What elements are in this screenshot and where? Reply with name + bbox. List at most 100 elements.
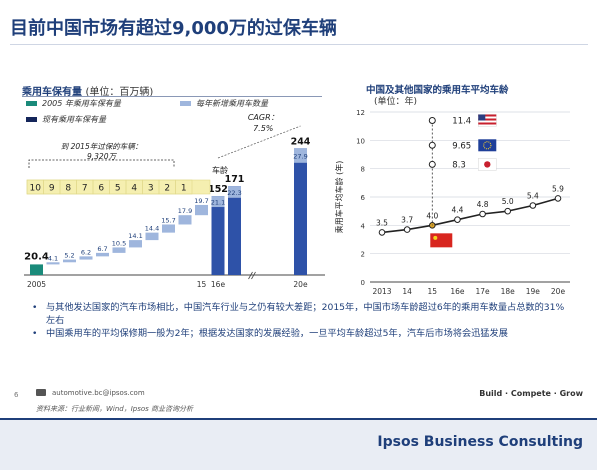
right-x-tick-label: 14 xyxy=(402,287,412,296)
increment-label: 14.1 xyxy=(128,232,142,240)
legend-swatch-light-blue xyxy=(180,101,191,106)
increment-bar xyxy=(96,252,109,257)
increment-label: 5.2 xyxy=(64,252,74,260)
increment-label: 4.1 xyxy=(48,254,58,262)
page-title: 目前中国市场有超过9,000万的过保车辆 xyxy=(10,18,337,39)
right-x-tick-label: 18e xyxy=(501,287,516,296)
age-value: 6 xyxy=(98,184,104,194)
increment-label: 15.7 xyxy=(161,216,175,224)
legend-item-2005: 2005 年乘用车保有量 xyxy=(26,98,121,109)
y-tick-label: 6 xyxy=(361,194,366,202)
right-chart-title: 中国及其他国家的乘用车平均车龄 xyxy=(366,85,509,96)
legend-swatch-teal xyxy=(26,101,37,106)
age-value: 7 xyxy=(82,184,88,194)
china-series-label: 4.0 xyxy=(426,211,438,220)
us-flag-canton xyxy=(478,114,486,121)
footer-band xyxy=(0,418,597,470)
page-number: 6 xyxy=(14,391,19,399)
right-x-tick-label: 20e xyxy=(551,287,566,296)
x-tick-label: 16e xyxy=(211,280,226,289)
age-value: 10 xyxy=(30,184,42,194)
total-bar-increment xyxy=(294,148,307,163)
right-y-axis-label: 乘用车平均车龄 (年) xyxy=(334,161,344,234)
china-series-label: 4.8 xyxy=(477,200,489,209)
us-flag-stripe xyxy=(478,122,497,125)
total-increment-label: 22.3 xyxy=(227,189,241,197)
bullet-list: 与其他发达国家的汽车市场相比，中国汽车行业与之仍有较大差距；2015年，中国市场… xyxy=(32,302,572,342)
us-flag-stripe xyxy=(478,114,497,117)
contact-email[interactable]: automotive.bc@ipsos.com xyxy=(52,389,145,397)
increment-label: 14.4 xyxy=(145,225,159,233)
total-value-label: 171 xyxy=(225,174,245,185)
jp-flag-disc xyxy=(484,161,491,168)
bar-2005-base xyxy=(30,264,43,275)
china-series-point xyxy=(529,202,537,209)
overdue-note-line2: 9,320万 xyxy=(87,152,117,161)
age-value: 1 xyxy=(181,184,187,194)
china-series-label: 5.4 xyxy=(527,192,539,201)
comparison-point-us xyxy=(428,117,436,124)
cagr-connector xyxy=(217,125,301,159)
right-x-tick-label: 16e xyxy=(450,287,465,296)
increment-bar xyxy=(79,256,93,260)
axis-break-mark xyxy=(248,271,253,280)
right-x-tick-label: 19e xyxy=(526,287,541,296)
legend-label: 每年新增乘用车数量 xyxy=(196,99,268,108)
y-tick-label: 8 xyxy=(361,166,365,174)
cn-flag-icon xyxy=(430,233,453,248)
right-x-tick-label: 15 xyxy=(428,287,438,296)
china-series-point xyxy=(554,195,562,202)
left-chart-unit: (单位：百万辆) xyxy=(85,87,154,98)
total-value-label: 244 xyxy=(291,136,311,147)
legend-item-increment: 每年新增乘用车数量 xyxy=(180,98,268,109)
increment-bar xyxy=(129,240,142,248)
total-bar xyxy=(294,148,307,275)
vehicle-age-label: 车龄 xyxy=(212,165,228,175)
total-increment-label: 27.9 xyxy=(293,153,307,161)
total-bar xyxy=(228,186,241,275)
right-x-tick-label: 17e xyxy=(475,287,490,296)
increment-label: 6.2 xyxy=(81,248,91,256)
source-note: 资料来源：行业新闻，Wind，Ipsos 商业咨询分析 xyxy=(36,405,194,413)
age-value: 3 xyxy=(148,184,154,194)
age-value: 4 xyxy=(131,184,137,194)
legend-label: 现有乘用车保有量 xyxy=(42,115,106,124)
y-tick-label: 4 xyxy=(361,222,366,230)
left-chart-divider xyxy=(22,96,322,97)
increment-label: 6.7 xyxy=(97,245,107,253)
footer-band-line xyxy=(0,418,597,420)
increment-bar xyxy=(195,204,208,216)
us-flag-stripe xyxy=(478,118,497,121)
china-series-label: 5.9 xyxy=(552,184,564,193)
china-series-line xyxy=(381,197,559,234)
right-x-tick-label: 2013 xyxy=(372,287,391,296)
x-tick-label: 2005 xyxy=(27,280,46,289)
axis-break-mark xyxy=(251,271,256,280)
cn-flag-star xyxy=(433,235,438,240)
china-series-point xyxy=(403,226,411,233)
comparison-label-eu: 9.65 xyxy=(452,141,471,151)
china-series-label: 5.0 xyxy=(502,197,514,206)
total-bar-increment xyxy=(228,186,241,198)
x-tick-label: 15 xyxy=(197,280,207,289)
comparison-label-us: 11.4 xyxy=(452,117,471,127)
left-chart-title-text: 乘用车保有量 xyxy=(22,87,82,98)
cagr-label-line2: 7.5% xyxy=(253,124,273,133)
overdue-bracket xyxy=(28,159,175,168)
y-tick-label: 0 xyxy=(361,279,365,287)
eu-flag-icon xyxy=(478,139,497,152)
y-tick-label: 12 xyxy=(356,109,365,117)
china-series-point xyxy=(479,210,486,218)
china-series-label: 3.7 xyxy=(401,216,413,225)
increment-bar xyxy=(63,259,76,263)
total-value-label: 152 xyxy=(208,184,228,195)
bar-2005-total-label: 20.4 xyxy=(24,251,49,262)
age-cell xyxy=(175,179,193,195)
increment-bar xyxy=(162,224,175,233)
age-value: 9 xyxy=(49,184,55,194)
bullet-item: 与其他发达国家的汽车市场相比，中国汽车行业与之仍有较大差距；2015年，中国市场… xyxy=(32,302,572,327)
comparison-point-eu xyxy=(428,141,436,149)
tagline: Build · Compete · Grow xyxy=(479,389,583,398)
y-tick-label: 2 xyxy=(361,251,365,259)
increment-label: 17.9 xyxy=(178,207,192,215)
